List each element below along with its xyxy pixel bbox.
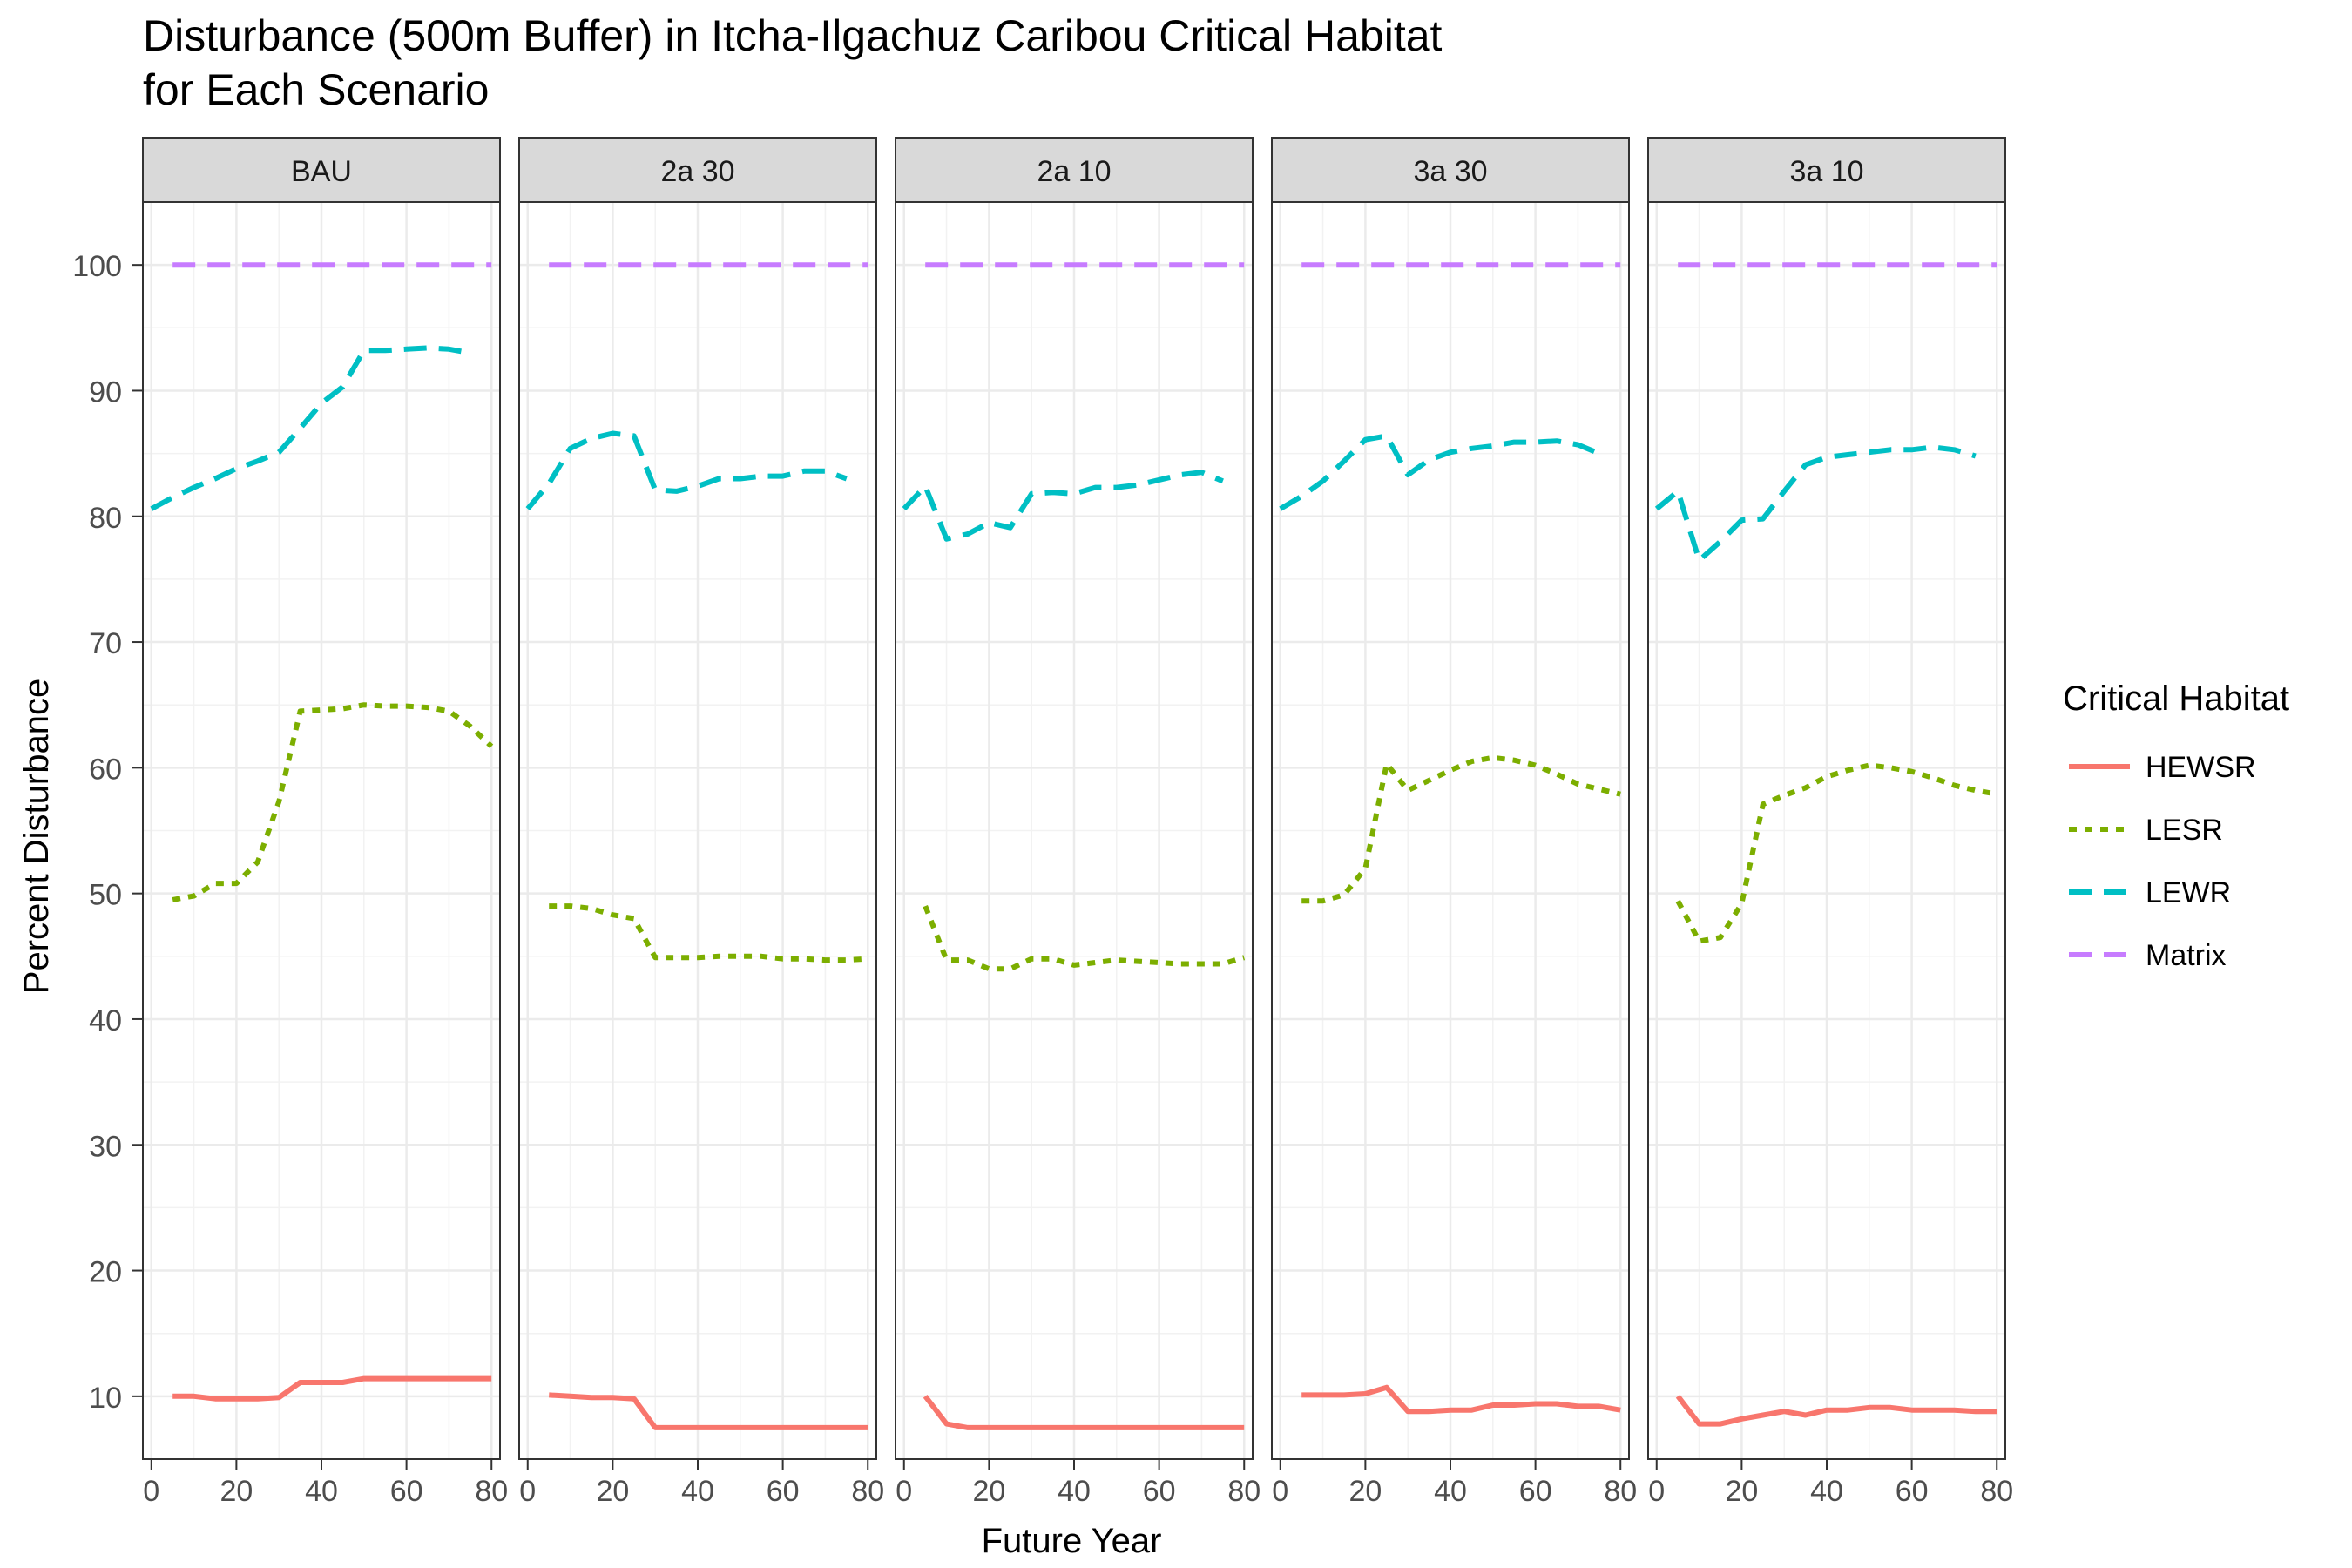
y-tick-label: 80 [89, 502, 122, 535]
x-tick-label: 20 [1348, 1475, 1382, 1508]
facet-label: BAU [291, 155, 352, 188]
x-tick-label: 80 [1980, 1475, 2013, 1508]
series-line-hewsr [1675, 1394, 1997, 1427]
x-tick-label: 0 [519, 1475, 536, 1508]
series-line-lewr [1279, 433, 1600, 511]
y-axis-label: Percent Disturbance [17, 679, 56, 994]
x-tick-label: 40 [681, 1475, 714, 1508]
series-line-lesr [549, 903, 868, 963]
legend-label: LEWR [2146, 876, 2231, 909]
x-tick-label: 40 [305, 1475, 338, 1508]
series-line-lesr [1675, 762, 1997, 944]
y-tick-label: 30 [89, 1130, 122, 1163]
x-tick-label: 20 [220, 1475, 253, 1508]
x-tick-label: 0 [896, 1475, 912, 1508]
series-line-lewr [525, 430, 848, 511]
series-line-lewr [1654, 444, 1977, 564]
y-tick-label: 60 [89, 753, 122, 786]
y-tick-label: 100 [72, 250, 122, 283]
legend-title: Critical Habitat [2063, 679, 2289, 718]
x-tick-label: 60 [767, 1475, 800, 1508]
x-tick-label: 40 [1434, 1475, 1467, 1508]
facet-label: 3a 10 [1789, 155, 1863, 188]
series-line-hewsr [1301, 1384, 1621, 1415]
x-tick-label: 80 [1227, 1475, 1260, 1508]
y-tick-label: 70 [89, 627, 122, 660]
x-tick-label: 80 [851, 1475, 884, 1508]
facet-panel: 3a 30 0 20 40 60 80 [1271, 137, 1637, 1508]
x-tick-label: 60 [1896, 1475, 1929, 1508]
facet-label: 3a 30 [1413, 155, 1487, 188]
legend: Critical Habitat HEWSR LESR LEWR Matrix [2063, 679, 2289, 972]
facet-panel: 2a 30 0 20 40 60 80 [518, 137, 884, 1508]
facet-panel: 2a 10 0 20 40 60 80 [895, 137, 1260, 1508]
y-tick-label: 90 [89, 375, 122, 409]
x-tick-label: 0 [1648, 1475, 1665, 1508]
y-tick-label: 10 [89, 1382, 122, 1415]
facet-panel: 3a 10 0 20 40 60 80 [1647, 137, 2013, 1508]
x-axis-label: Future Year [982, 1522, 1162, 1560]
x-tick-label: 40 [1058, 1475, 1091, 1508]
x-tick-label: 20 [972, 1475, 1005, 1508]
series-line-hewsr [172, 1375, 492, 1402]
legend-label: LESR [2146, 814, 2223, 847]
series-line-lesr [172, 702, 494, 902]
x-tick-label: 20 [1725, 1475, 1758, 1508]
x-tick-label: 60 [1143, 1475, 1176, 1508]
chart-subtitle: for Each Scenario [143, 65, 489, 114]
facet-panel: BAU 0 20 40 60 80 [142, 137, 508, 1508]
chart-title: Disturbance (500m Buffer) in Itcha-Ilgac… [143, 11, 1443, 60]
y-tick-label: 20 [89, 1256, 122, 1289]
x-tick-label: 60 [390, 1475, 423, 1508]
facet-label: 2a 30 [660, 155, 734, 188]
x-tick-label: 80 [1604, 1475, 1637, 1508]
series-line-hewsr [549, 1392, 868, 1430]
facet-strip [1271, 137, 1630, 203]
x-tick-label: 80 [475, 1475, 508, 1508]
x-tick-label: 0 [1272, 1475, 1288, 1508]
facet-strip [142, 137, 501, 203]
series-line-lewr [150, 345, 471, 511]
series-line-lewr [902, 470, 1224, 542]
x-tick-label: 60 [1519, 1475, 1552, 1508]
y-tick-label: 50 [89, 879, 122, 912]
facet-strip [895, 137, 1254, 203]
facet-strip [518, 137, 877, 203]
legend-label: Matrix [2146, 939, 2227, 972]
facet-strip [1647, 137, 2006, 203]
x-tick-label: 40 [1810, 1475, 1843, 1508]
series-line-hewsr [923, 1394, 1245, 1430]
x-tick-label: 20 [596, 1475, 629, 1508]
legend-label: HEWSR [2146, 751, 2256, 784]
facet-label: 2a 10 [1037, 155, 1111, 188]
x-tick-label: 0 [143, 1475, 159, 1508]
y-tick-label: 40 [89, 1004, 122, 1037]
